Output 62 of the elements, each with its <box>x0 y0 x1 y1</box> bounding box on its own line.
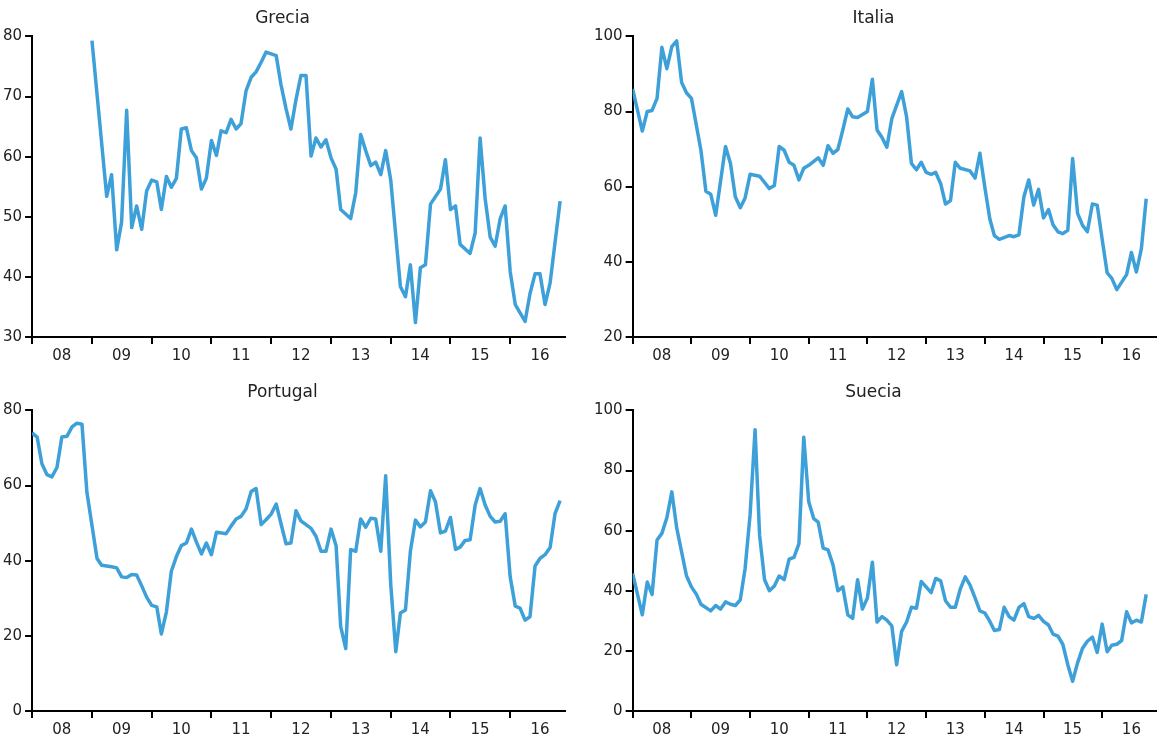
y-tick-label: 0 <box>613 700 623 719</box>
x-tick-label: 12 <box>887 719 907 738</box>
y-tick-label: 20 <box>603 326 623 345</box>
y-tick-label: 20 <box>2 625 23 644</box>
x-tick-label: 13 <box>945 345 965 364</box>
x-tick-label: 14 <box>410 345 430 364</box>
y-tick-label: 60 <box>603 176 623 195</box>
x-tick-label: 10 <box>171 719 191 738</box>
y-tick-label: 100 <box>593 26 623 45</box>
x-tick-label: 10 <box>171 345 191 364</box>
chart-title: Grecia <box>255 6 310 27</box>
x-tick-label: 09 <box>112 719 132 738</box>
y-tick-label: 80 <box>2 400 23 419</box>
y-tick-label: 60 <box>2 475 23 494</box>
x-tick-label: 16 <box>1121 345 1141 364</box>
x-tick-label: 15 <box>1063 719 1083 738</box>
y-tick-label: 80 <box>603 460 623 479</box>
x-tick-label: 12 <box>291 719 311 738</box>
x-tick-label: 16 <box>530 719 550 738</box>
x-tick-label: 16 <box>530 345 550 364</box>
x-tick-label: 11 <box>828 345 848 364</box>
y-tick-label: 40 <box>2 266 23 285</box>
x-tick-label: 15 <box>470 719 490 738</box>
x-tick-label: 08 <box>52 719 72 738</box>
chart-title: Suecia <box>845 380 902 401</box>
chart-title: Portugal <box>247 380 318 401</box>
x-tick-label: 09 <box>112 345 132 364</box>
x-tick-label: 14 <box>410 719 430 738</box>
x-tick-label: 08 <box>652 345 672 364</box>
x-tick-label: 11 <box>828 719 848 738</box>
x-tick-label: 09 <box>710 719 731 738</box>
x-tick-label: 13 <box>945 719 965 738</box>
y-tick-label: 70 <box>2 86 23 105</box>
x-tick-label: 15 <box>1063 345 1083 364</box>
x-tick-label: 12 <box>887 345 907 364</box>
y-tick-label: 100 <box>593 400 623 419</box>
y-tick-label: 40 <box>603 580 623 599</box>
x-tick-label: 08 <box>652 719 672 738</box>
x-tick-label: 09 <box>710 345 731 364</box>
x-tick-label: 08 <box>52 345 72 364</box>
x-tick-label: 14 <box>1004 345 1024 364</box>
y-tick-label: 60 <box>603 520 623 539</box>
chart-title: Italia <box>852 6 895 27</box>
y-tick-label: 40 <box>2 550 23 569</box>
x-tick-label: 14 <box>1004 719 1024 738</box>
x-tick-label: 15 <box>470 345 490 364</box>
x-tick-label: 12 <box>291 345 311 364</box>
y-tick-label: 20 <box>603 640 623 659</box>
y-tick-label: 80 <box>603 101 623 120</box>
x-tick-label: 11 <box>231 719 251 738</box>
y-tick-label: 0 <box>12 700 23 719</box>
x-tick-label: 16 <box>1121 719 1141 738</box>
x-tick-label: 13 <box>351 345 371 364</box>
y-tick-label: 50 <box>2 206 23 225</box>
x-tick-label: 10 <box>769 345 789 364</box>
x-tick-label: 13 <box>351 719 371 738</box>
y-tick-label: 40 <box>603 251 623 270</box>
y-tick-label: 60 <box>2 146 23 165</box>
x-tick-label: 10 <box>769 719 789 738</box>
x-tick-label: 11 <box>231 345 251 364</box>
y-tick-label: 30 <box>2 326 23 345</box>
y-tick-label: 80 <box>2 26 23 45</box>
